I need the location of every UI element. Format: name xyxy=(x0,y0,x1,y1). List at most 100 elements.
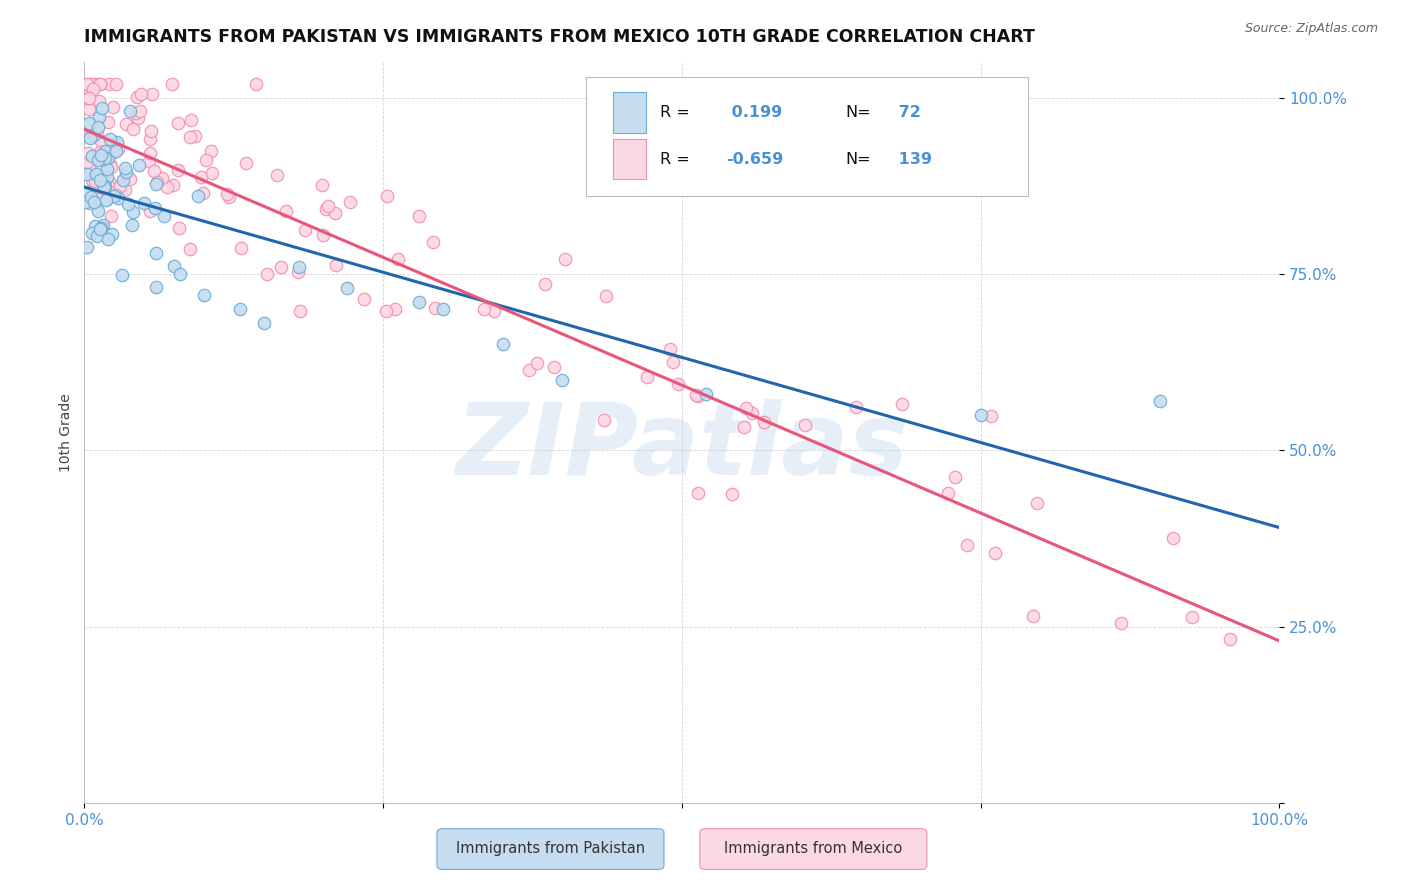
Point xyxy=(492,337,515,351)
Point xyxy=(153,209,176,223)
Point xyxy=(375,188,398,202)
Point xyxy=(101,100,124,114)
Point xyxy=(94,179,117,194)
Point xyxy=(76,155,98,169)
Point xyxy=(325,258,347,272)
Point xyxy=(408,209,430,223)
Point xyxy=(97,151,120,165)
Point xyxy=(98,132,121,146)
Point xyxy=(270,260,292,274)
Point xyxy=(190,170,212,185)
Point xyxy=(139,203,162,218)
Point xyxy=(422,235,444,250)
Point xyxy=(101,227,124,241)
Point xyxy=(156,180,179,194)
Point xyxy=(94,144,117,158)
Point xyxy=(100,160,122,174)
Point xyxy=(167,162,190,177)
Point xyxy=(118,103,141,118)
Point xyxy=(218,189,240,203)
Point xyxy=(83,194,105,209)
Point xyxy=(93,151,115,165)
Point xyxy=(125,90,148,104)
Point xyxy=(90,148,112,162)
Point xyxy=(686,485,709,500)
Point xyxy=(97,115,120,129)
Point xyxy=(229,302,252,317)
Point xyxy=(658,342,681,356)
Point xyxy=(294,223,316,237)
Point xyxy=(179,242,201,256)
Point xyxy=(122,205,145,219)
Point xyxy=(83,219,105,233)
Point xyxy=(200,144,222,158)
Point xyxy=(132,196,156,211)
Point xyxy=(75,195,97,210)
Point xyxy=(287,265,309,279)
Point xyxy=(980,409,1002,424)
Point xyxy=(970,408,993,422)
Point xyxy=(129,104,152,119)
Point xyxy=(86,153,108,167)
Point xyxy=(94,152,117,166)
Point xyxy=(138,146,160,161)
Point xyxy=(115,117,138,131)
Point xyxy=(82,81,104,95)
Point xyxy=(100,209,122,223)
Point xyxy=(107,191,129,205)
Point xyxy=(87,203,110,218)
Point xyxy=(1026,496,1049,510)
Point xyxy=(179,129,201,144)
Point xyxy=(111,172,134,186)
Point xyxy=(76,145,98,160)
Point xyxy=(167,220,190,235)
Point xyxy=(105,78,128,92)
Point xyxy=(162,77,184,91)
Point xyxy=(741,406,763,420)
Point xyxy=(80,190,103,204)
Point xyxy=(96,161,118,176)
Point xyxy=(551,373,574,387)
Point xyxy=(143,202,166,216)
Point xyxy=(87,175,110,189)
Point xyxy=(100,176,122,190)
Point xyxy=(93,179,115,194)
Point xyxy=(290,304,312,318)
Point xyxy=(180,113,202,128)
Point xyxy=(105,145,128,159)
Point xyxy=(201,166,224,180)
Point xyxy=(169,267,191,281)
Point xyxy=(90,221,112,235)
Point xyxy=(84,168,107,182)
Point xyxy=(90,134,112,148)
Text: 72: 72 xyxy=(893,105,921,120)
Point xyxy=(80,173,103,187)
Text: IMMIGRANTS FROM PAKISTAN VS IMMIGRANTS FROM MEXICO 10TH GRADE CORRELATION CHART: IMMIGRANTS FROM PAKISTAN VS IMMIGRANTS F… xyxy=(84,28,1035,45)
Point xyxy=(100,156,122,170)
Point xyxy=(76,77,98,91)
FancyBboxPatch shape xyxy=(586,78,1029,195)
Point xyxy=(89,77,111,91)
Point xyxy=(662,355,685,369)
Point xyxy=(146,175,169,189)
Text: 139: 139 xyxy=(893,152,932,167)
FancyBboxPatch shape xyxy=(700,829,927,870)
Point xyxy=(145,177,167,191)
Bar xyxy=(613,138,647,179)
Point xyxy=(695,387,717,401)
Point xyxy=(96,169,118,184)
Point xyxy=(86,126,108,140)
Text: R =: R = xyxy=(661,152,690,167)
Point xyxy=(90,169,112,183)
Point xyxy=(105,135,128,149)
Point xyxy=(77,161,100,175)
Point xyxy=(793,417,815,432)
Text: -0.659: -0.659 xyxy=(725,152,783,167)
Point xyxy=(1161,531,1184,545)
Point xyxy=(734,401,756,415)
Point xyxy=(127,112,149,126)
Point xyxy=(1219,632,1241,646)
Point xyxy=(91,152,114,166)
Point xyxy=(162,178,184,192)
Point xyxy=(108,178,131,193)
